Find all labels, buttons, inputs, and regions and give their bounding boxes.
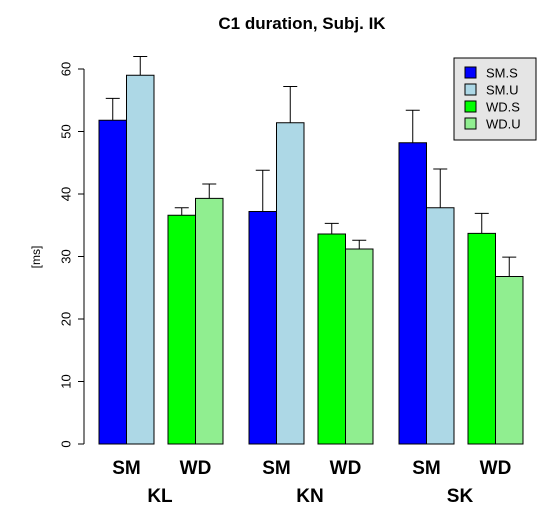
- bar-sm-u: [126, 74, 155, 445]
- bar-wd-s: [467, 232, 496, 445]
- bar-sm-u: [426, 207, 455, 445]
- y-tick-label: 20: [58, 312, 73, 326]
- chart-title: C1 duration, Subj. IK: [218, 14, 386, 33]
- legend-label: SM.S: [486, 66, 518, 81]
- legend-label: WD.S: [486, 100, 520, 115]
- subgroup-label: WD: [480, 458, 512, 479]
- y-tick-label: 60: [58, 62, 73, 76]
- y-axis: 0 10 20 30 40 50 60: [58, 62, 85, 448]
- subgroup-label: WD: [180, 458, 212, 479]
- bar-sm-u: [276, 122, 305, 445]
- bars: [98, 74, 524, 445]
- bar-wd-u: [495, 276, 524, 445]
- bar-wd-s: [167, 214, 196, 445]
- group-label: SK: [447, 486, 474, 506]
- bar-sm-s: [248, 211, 277, 445]
- legend-label: SM.U: [486, 83, 519, 98]
- y-tick-label: 40: [58, 187, 73, 201]
- y-axis-label: [ms]: [29, 246, 43, 269]
- group-label: KN: [296, 486, 323, 506]
- bar-wd-s: [317, 233, 346, 445]
- bar-sm-s: [98, 119, 127, 445]
- y-tick-label: 0: [58, 440, 73, 447]
- y-tick-label: 30: [58, 249, 73, 263]
- subgroup-label: SM: [412, 458, 441, 479]
- y-tick-label: 50: [58, 124, 73, 138]
- error-bars: [105, 56, 517, 277]
- bar-sm-s: [398, 142, 427, 445]
- legend-swatch: [464, 66, 477, 79]
- legend-swatch: [464, 100, 477, 113]
- bar-wd-u: [345, 248, 374, 445]
- subgroup-label: SM: [112, 458, 141, 479]
- legend-swatch: [464, 83, 477, 96]
- legend: SM.S SM.U WD.S WD.U: [453, 57, 537, 141]
- group-label: KL: [147, 486, 173, 506]
- bar-wd-u: [195, 197, 224, 445]
- y-tick-label: 10: [58, 374, 73, 388]
- legend-label: WD.U: [486, 117, 521, 132]
- subgroup-label: WD: [330, 458, 362, 479]
- subgroup-label: SM: [262, 458, 291, 479]
- legend-swatch: [464, 117, 477, 130]
